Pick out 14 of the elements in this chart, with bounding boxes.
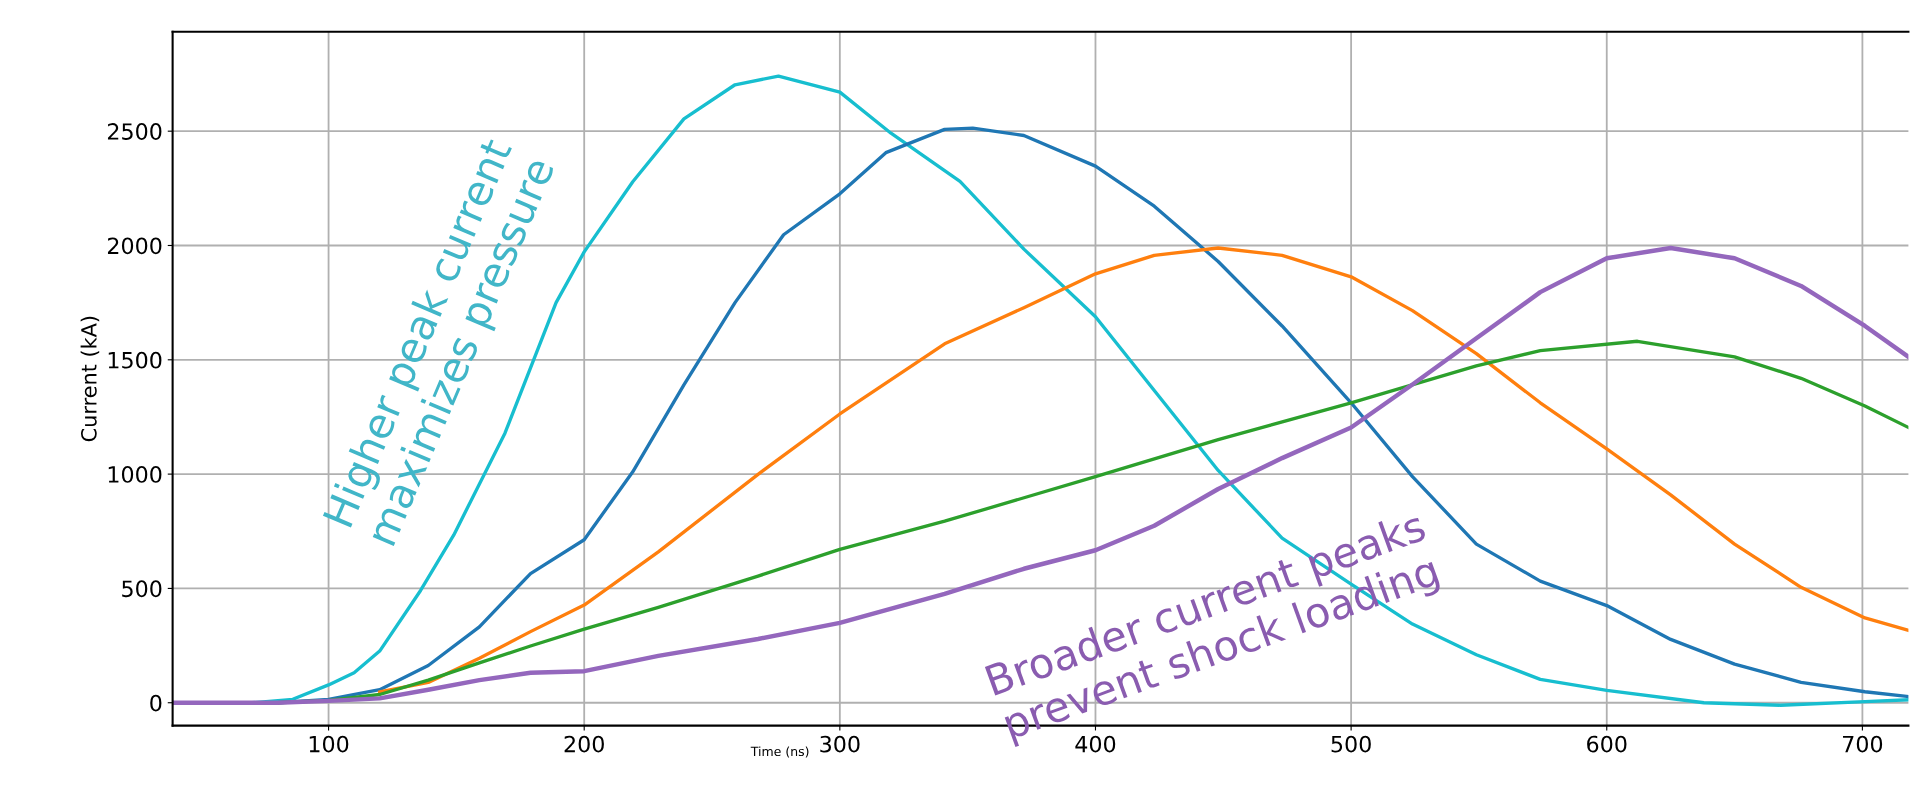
- x-tick-label: 200: [564, 735, 604, 753]
- x-tick-label: 300: [820, 735, 860, 753]
- x-tick-label: 700: [1843, 735, 1883, 753]
- y-tick-label: 1000: [108, 466, 162, 483]
- y-tick-label: 0: [150, 694, 162, 712]
- x-tick-label: 600: [1587, 735, 1627, 753]
- y-tick-label: 2000: [107, 237, 162, 255]
- x-axis-title: Time (ns): [750, 746, 809, 758]
- y-tick-label: 500: [122, 580, 162, 598]
- x-tick-label: 500: [1331, 735, 1371, 753]
- y-tick-label: 1500: [108, 351, 162, 369]
- x-tick-label: 100: [309, 735, 349, 753]
- y-axis-title: Current (kA): [80, 316, 100, 442]
- y-tick-label: 2500: [107, 123, 162, 140]
